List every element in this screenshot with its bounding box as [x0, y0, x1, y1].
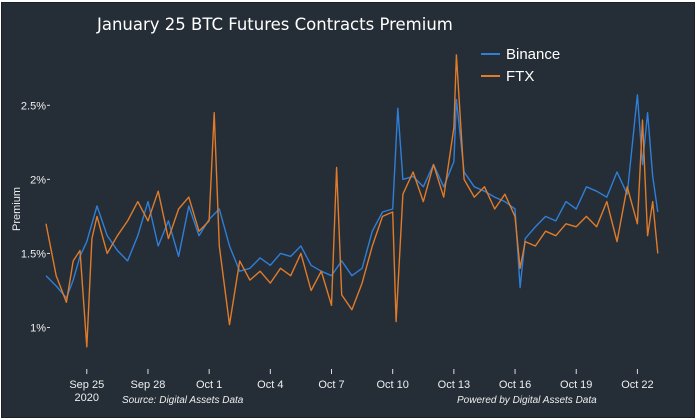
x-tick-label: Oct 4	[257, 379, 283, 391]
x-tick-label: Oct 19	[560, 379, 592, 391]
x-tick-label: Oct 13	[438, 379, 470, 391]
chart-title: January 25 BTC Futures Contracts Premium	[96, 15, 453, 34]
legend: Binance FTX	[481, 46, 560, 85]
x-tick-label: Oct 10	[376, 379, 408, 391]
x-axis: Sep 25 Sep 28 Oct 1 Oct 4 Oct 7 Oct 10 Oct 13 O…	[69, 369, 654, 404]
x-tick-label: Oct 16	[499, 379, 531, 391]
x-tick-label: Sep 25	[69, 379, 104, 391]
x-tick-label: Oct 22	[621, 379, 653, 391]
x-year-label: 2020	[75, 392, 99, 404]
y-tick-label: 1.5%	[21, 248, 46, 260]
series-line-ftx	[45, 54, 659, 348]
y-tick-label: 1%	[30, 323, 46, 335]
series-line-binance	[45, 94, 659, 299]
source-note-right: Powered by Digital Assets Data	[457, 395, 597, 406]
y-tick-label: 2%	[30, 174, 46, 186]
x-tick-label: Sep 28	[131, 379, 166, 391]
series-lines	[45, 54, 659, 348]
x-tick-label: Oct 7	[318, 379, 344, 391]
x-tick-label: Oct 1	[196, 379, 222, 391]
source-note-left: Source: Digital Assets Data	[122, 395, 244, 406]
y-axis-label: Premium	[11, 187, 23, 231]
y-axis: 1% 1.5% 2% 2.5%	[21, 100, 50, 335]
premium-chart: January 25 BTC Futures Contracts Premium…	[11, 15, 659, 406]
legend-label-binance: Binance	[506, 46, 560, 63]
y-tick-label: 2.5%	[21, 100, 46, 112]
legend-label-ftx: FTX	[506, 68, 534, 85]
